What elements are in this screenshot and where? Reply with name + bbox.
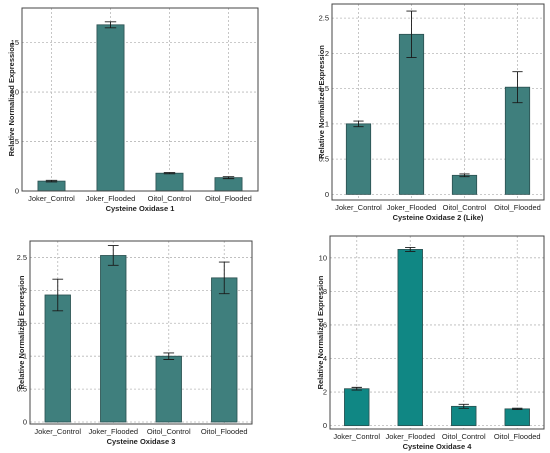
error-bar: [406, 10, 417, 59]
plot-frame: [331, 3, 545, 201]
error-bar: [107, 245, 119, 266]
y-axis-title: Relative Normalized Expression: [316, 275, 325, 389]
x-tick-label: Joker_Control: [333, 432, 380, 441]
plot-frame: [21, 7, 259, 192]
y-tick-label: 2.5: [319, 14, 329, 23]
x-tick-label: Oitol_Flooded: [201, 427, 248, 436]
error-bar: [104, 21, 117, 29]
x-axis-title: Cysteine Oxidase 3: [107, 437, 176, 446]
y-tick-label: 0: [23, 418, 27, 427]
x-tick-label: Joker_Flooded: [385, 432, 435, 441]
bar-joker-flooded: [100, 255, 127, 423]
y-tick-label: 6: [323, 320, 327, 329]
y-tick-label: 0: [325, 190, 329, 199]
bar-oitol-control: [451, 405, 477, 427]
bar-joker-control: [344, 388, 370, 427]
y-tick-label: 4: [323, 354, 327, 363]
chart-panel-2: 0 0.5 1 1.5 2 2.5 Joker_Control Joker_Flooded Oi…: [317, 3, 545, 222]
bar-joker-flooded: [397, 249, 423, 427]
x-tick-label: Oitol_Control: [147, 427, 191, 436]
error-bar: [52, 278, 64, 312]
y-tick-label: 0.5: [17, 385, 27, 394]
error-bar: [163, 352, 175, 360]
error-bar: [405, 246, 416, 252]
bar-joker-control: [44, 294, 71, 423]
chart-panel-1: 0 5 10 15 Joker_Control Joker_Flooded Oitol_Co…: [7, 7, 259, 213]
error-bar: [459, 173, 470, 178]
y-tick-label: 2: [323, 388, 327, 397]
y-tick-label: 0: [15, 187, 19, 196]
x-tick-label: Joker_Flooded: [88, 427, 138, 436]
x-tick-label: Joker_Flooded: [387, 203, 437, 212]
chart-panel-3: 0 0.5 1 1.5 2 2.5 Joker_Control Joker_Flooded Oi…: [17, 240, 253, 446]
error-bar: [512, 71, 523, 104]
y-tick-label: 5: [15, 137, 19, 146]
y-tick-label: 1: [325, 119, 329, 128]
bar-oitol-flooded: [504, 86, 531, 195]
bar-joker-control: [345, 123, 372, 195]
bar-joker-control: [37, 180, 66, 192]
plot-area: [22, 8, 258, 191]
error-bar: [222, 176, 235, 180]
plot-frame: [329, 235, 545, 430]
error-bar: [458, 403, 469, 409]
plot-frame: [29, 240, 253, 425]
x-axis-title: Cysteine Oxidase 4: [403, 442, 473, 451]
x-axis-title: Cysteine Oxidase 2 (Like): [393, 213, 484, 222]
x-tick-label: Joker_Control: [335, 203, 382, 212]
error-bar: [353, 120, 364, 128]
y-tick-label: 15: [11, 38, 19, 47]
y-tick-label: 10: [11, 88, 19, 97]
x-tick-label: Joker_Control: [34, 427, 81, 436]
x-tick-label: Oitol_Control: [443, 203, 487, 212]
y-axis-title: Relative Normalized Expression: [317, 45, 326, 159]
y-tick-label: 0: [323, 421, 327, 430]
y-tick-label: 2.5: [17, 253, 27, 262]
bar-oitol-flooded: [211, 277, 238, 423]
x-tick-label: Oitol_Control: [442, 432, 486, 441]
chart-panel-4: 0 2 4 6 8 10 Joker_Control Joker_Flooded Oitol_C…: [316, 235, 545, 451]
bar-joker-flooded: [398, 33, 425, 195]
x-tick-label: Oitol_Flooded: [494, 432, 541, 441]
bar-joker-flooded: [96, 24, 125, 192]
y-tick-label: 8: [323, 287, 327, 296]
error-bar: [512, 407, 523, 410]
y-tick-label: 2: [325, 49, 329, 58]
y-tick-label: 1: [23, 352, 27, 361]
bar-oitol-flooded: [504, 408, 530, 427]
y-tick-label: 10: [319, 253, 327, 262]
y-tick-label: 1.5: [319, 84, 329, 93]
bar-oitol-flooded: [214, 177, 243, 192]
error-bar: [45, 179, 58, 183]
bar-oitol-control: [155, 355, 182, 423]
error-bar: [163, 172, 176, 175]
x-tick-label: Joker_Control: [28, 194, 75, 203]
y-tick-label: 0.5: [319, 155, 329, 164]
bar-oitol-control: [155, 172, 184, 192]
error-bar: [218, 261, 230, 295]
y-axis-title: Relative Normalized Expression: [17, 275, 26, 389]
y-tick-label: 1.5: [17, 319, 27, 328]
x-tick-label: Oitol_Flooded: [494, 203, 541, 212]
x-tick-label: Joker_Flooded: [86, 194, 136, 203]
y-tick-label: 2: [23, 286, 27, 295]
x-tick-label: Oitol_Control: [148, 194, 192, 203]
x-tick-label: Oitol_Flooded: [205, 194, 252, 203]
y-axis-title: Relative Normalized Expression: [7, 42, 16, 156]
error-bar: [351, 386, 362, 391]
x-axis-title: Cysteine Oxidase 1: [106, 204, 175, 213]
bar-oitol-control: [451, 174, 478, 195]
